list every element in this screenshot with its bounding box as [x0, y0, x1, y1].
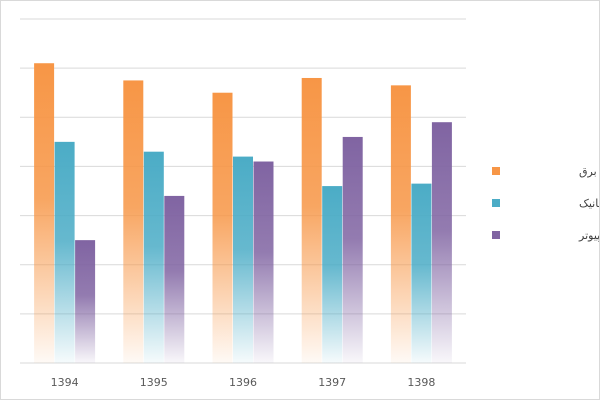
legend-swatch: [492, 167, 500, 175]
bar-1394-series-2: [54, 141, 75, 363]
bar-1395-series-2: [143, 151, 164, 363]
x-tick-label: 1398: [407, 376, 435, 389]
bar-1395-series-3: [164, 195, 185, 363]
x-tick-label: 1396: [229, 376, 257, 389]
legend-swatch: [492, 231, 500, 239]
bar-1397-series-2: [322, 186, 343, 363]
bar-1394-series-3: [75, 240, 96, 363]
bar-1395-series-1: [123, 80, 144, 363]
legend-label: مهندسی برق: [579, 165, 599, 178]
bar-1398-series-2: [411, 183, 432, 363]
bar-1396-series-1: [212, 92, 233, 363]
bar-1398-series-1: [390, 85, 411, 363]
x-tick-label: 1395: [140, 376, 168, 389]
bar-1394-series-1: [34, 63, 55, 363]
legend: مهندسی برق مهندسی مکانیک مهندسی کامپیوتر: [492, 165, 599, 242]
legend-swatch: [492, 199, 500, 207]
x-tick-label: 1394: [51, 376, 79, 389]
bars: [34, 63, 452, 363]
bar-1397-series-1: [301, 77, 322, 363]
bar-1397-series-3: [342, 136, 363, 363]
bar-1396-series-2: [233, 156, 253, 363]
x-axis-tick-labels: 1394 1395 1396 1397 1398: [51, 376, 436, 389]
bar-1396-series-3: [253, 161, 274, 363]
x-tick-label: 1397: [318, 376, 346, 389]
legend-label: مهندسی مکانیک: [579, 197, 599, 210]
bar-1398-series-3: [431, 122, 452, 363]
legend-label: مهندسی کامپیوتر: [578, 229, 599, 242]
